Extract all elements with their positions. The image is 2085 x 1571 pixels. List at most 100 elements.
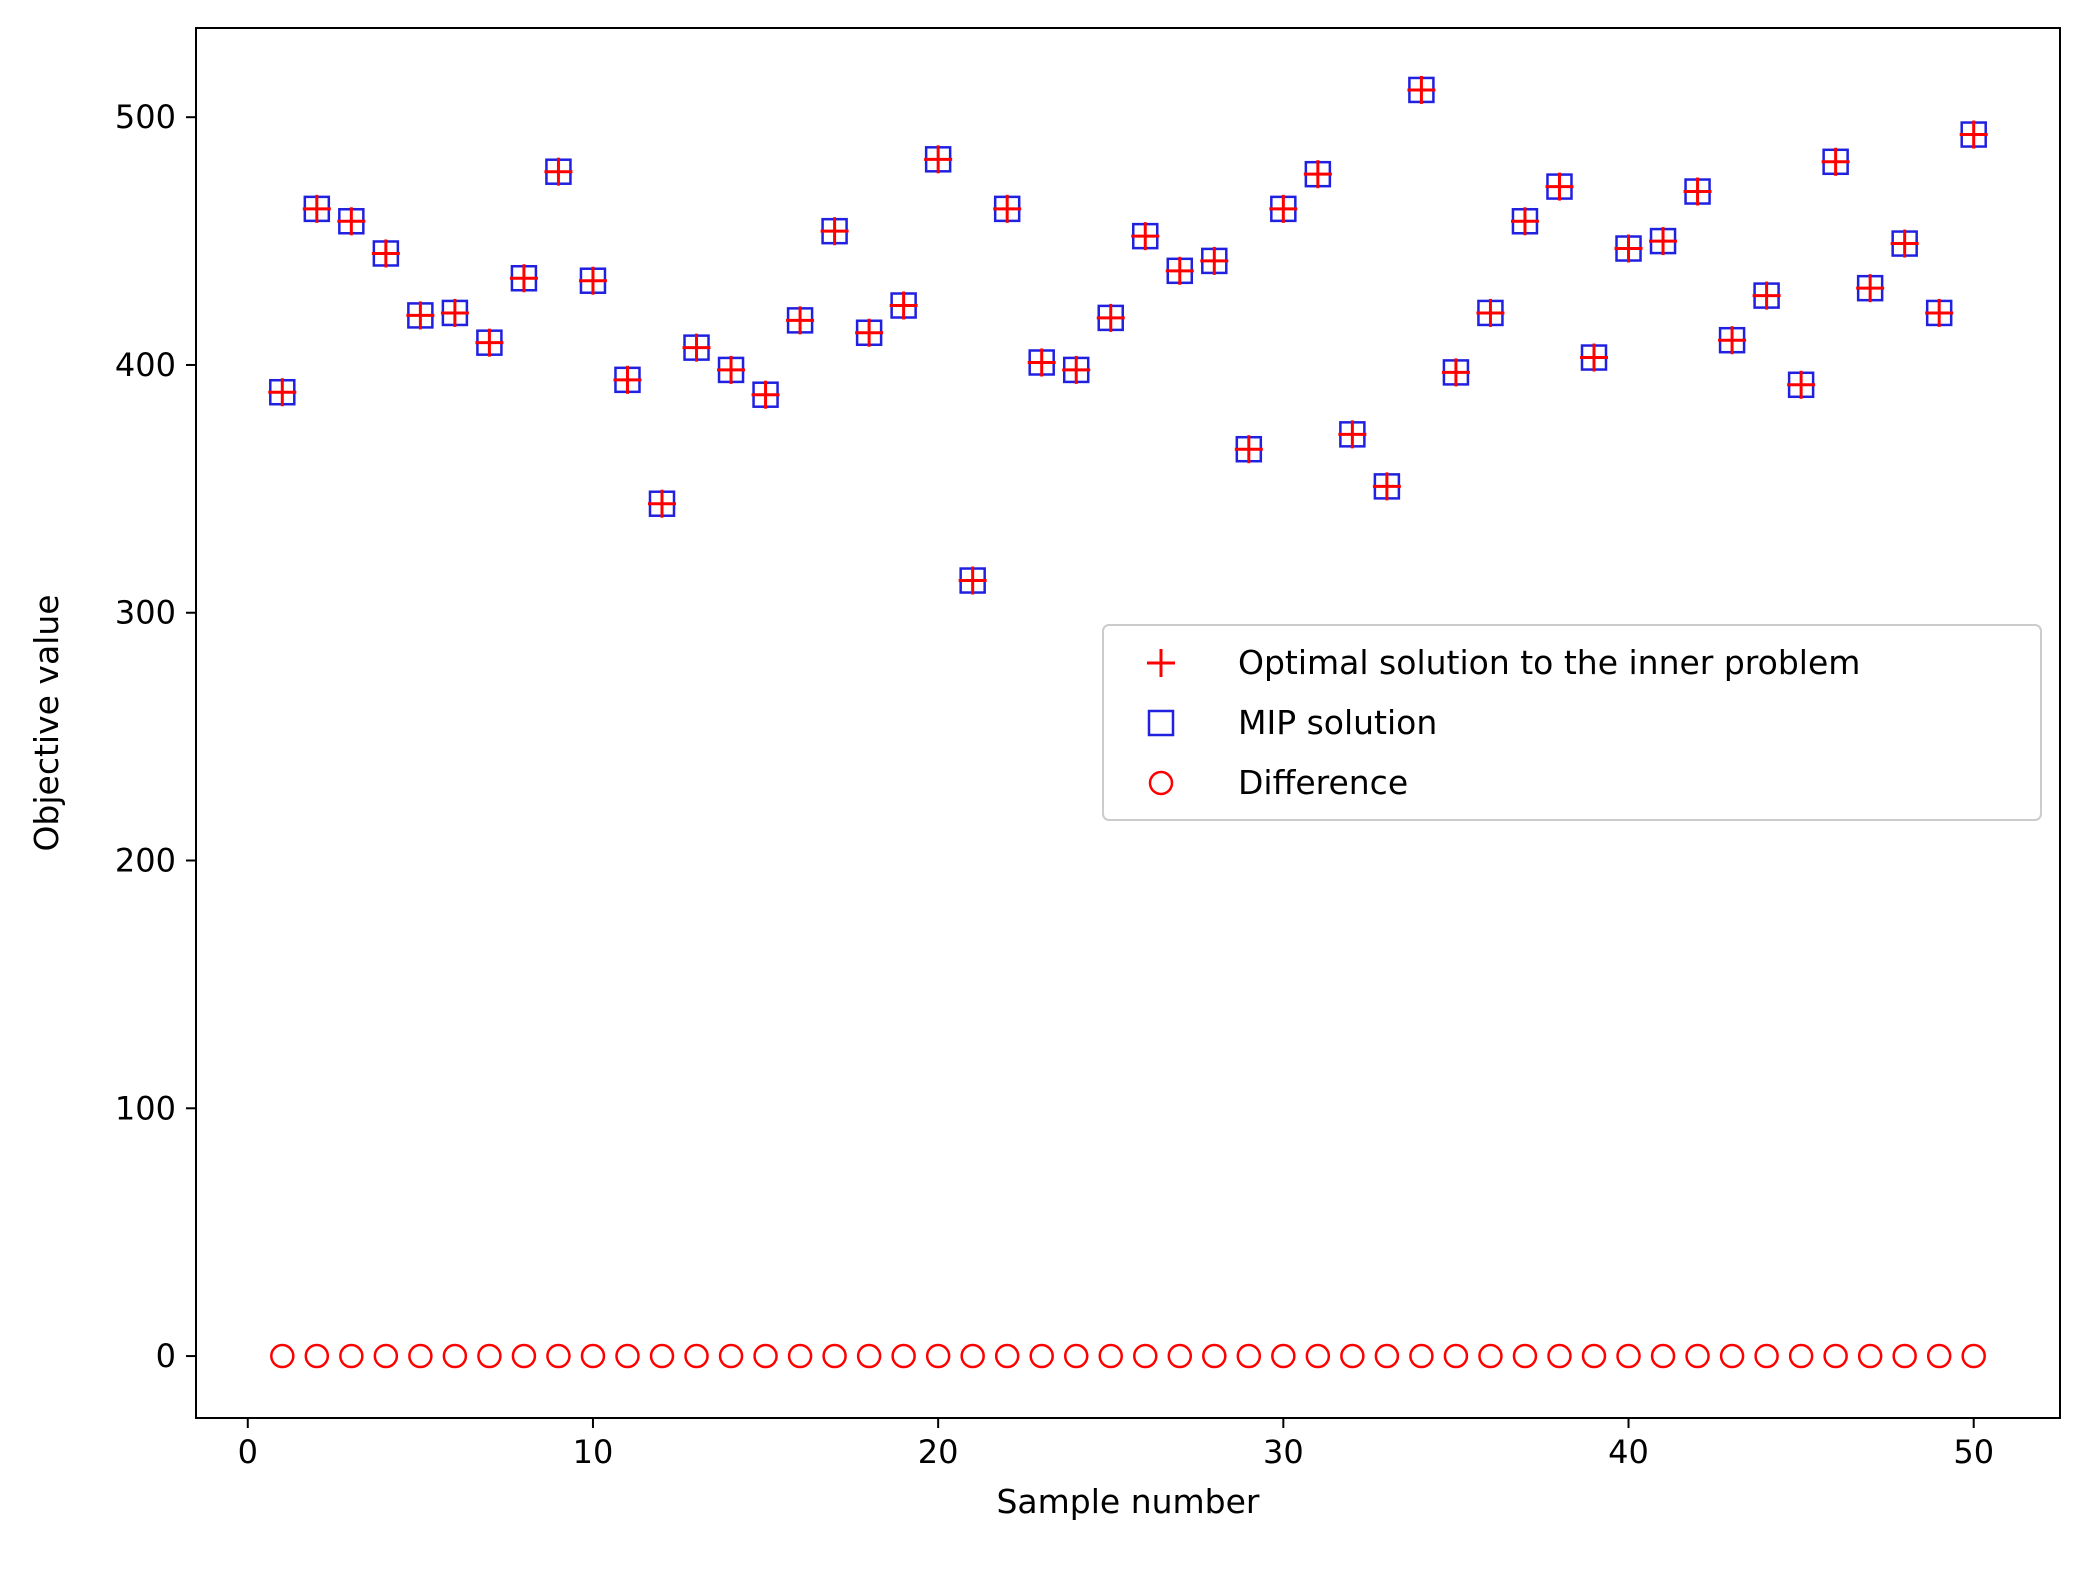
data-point-plus <box>1096 303 1125 332</box>
data-point-plus <box>578 266 607 295</box>
legend-item: MIP solution <box>1147 703 1437 742</box>
legend-marker-circle <box>1148 770 1174 796</box>
y-tick-label: 200 <box>115 842 176 880</box>
data-point-plus <box>1545 172 1574 201</box>
y-axis: 0 100 200 300 400 500 <box>115 98 196 1375</box>
data-point-plus <box>1510 207 1539 236</box>
series-plus <box>268 75 1988 595</box>
data-point-circle <box>994 1343 1020 1369</box>
data-point-circle <box>718 1343 744 1369</box>
data-point-plus <box>1787 370 1816 399</box>
data-point-plus <box>1718 326 1747 355</box>
data-point-circle <box>339 1343 364 1369</box>
data-point-circle <box>1857 1343 1883 1369</box>
data-point-plus <box>509 264 538 293</box>
legend: Optimal solution to the inner problem MIP… <box>1102 624 2042 821</box>
data-point-plus <box>993 194 1022 223</box>
data-point-circle <box>787 1343 813 1369</box>
data-point-circle <box>304 1343 330 1369</box>
data-point-circle <box>1236 1343 1262 1369</box>
x-tick-label: 30 <box>1263 1433 1304 1471</box>
data-point-circle <box>408 1343 433 1369</box>
y-axis-label: Objective value <box>27 594 66 851</box>
data-point-plus <box>544 157 573 186</box>
data-point-plus <box>1027 348 1056 377</box>
data-point-plus <box>302 194 331 223</box>
data-point-plus <box>717 355 746 384</box>
data-point-circle <box>373 1343 399 1369</box>
data-point-circle <box>649 1343 675 1369</box>
data-point-circle <box>1788 1343 1814 1369</box>
data-point-plus <box>1649 227 1678 256</box>
data-point-plus <box>475 328 504 357</box>
legend-item: Optimal solution to the inner problem <box>1147 643 1860 682</box>
data-point-plus <box>1269 194 1298 223</box>
data-point-circle <box>1719 1343 1745 1369</box>
data-point-circle <box>546 1343 571 1369</box>
data-point-circle <box>1616 1343 1641 1369</box>
data-point-plus <box>1890 229 1919 258</box>
data-point-circle <box>477 1343 502 1369</box>
data-point-plus <box>1752 281 1781 310</box>
legend-marker-plus <box>1147 649 1175 677</box>
data-point-circle <box>615 1343 640 1369</box>
data-point-plus <box>1372 472 1401 501</box>
data-point-plus <box>682 333 711 362</box>
data-point-circle <box>270 1343 295 1369</box>
data-point-circle <box>442 1343 468 1369</box>
data-point-circle <box>1650 1343 1676 1369</box>
y-tick-label: 500 <box>115 98 176 136</box>
data-point-circle <box>684 1343 709 1369</box>
plot-frame <box>195 27 2061 1419</box>
data-point-plus <box>1580 343 1608 372</box>
data-point-plus <box>613 365 642 394</box>
data-point-circle <box>891 1343 916 1369</box>
data-point-plus <box>1821 147 1850 176</box>
y-tick-label: 400 <box>115 346 176 384</box>
legend-label: Difference <box>1238 763 1408 802</box>
data-point-circle <box>1409 1343 1434 1369</box>
data-point-plus <box>1062 355 1091 384</box>
data-point-plus <box>337 207 366 236</box>
x-tick-label: 0 <box>238 1433 258 1471</box>
data-point-plus <box>1683 177 1712 206</box>
data-point-circle <box>1271 1343 1296 1369</box>
data-point-plus <box>1303 160 1332 189</box>
legend-item: Difference <box>1148 763 1408 802</box>
data-point-circle <box>1581 1343 1607 1369</box>
data-point-plus <box>1131 222 1160 251</box>
data-point-plus <box>371 239 400 268</box>
data-point-plus <box>1165 256 1194 285</box>
data-point-plus <box>958 566 987 595</box>
legend-box <box>1102 624 2042 821</box>
data-point-circle <box>1098 1343 1123 1369</box>
legend-label: Optimal solution to the inner problem <box>1238 643 1860 682</box>
data-point-circle <box>1305 1343 1331 1369</box>
data-point-plus <box>855 318 884 347</box>
x-tick-label: 50 <box>1953 1433 1994 1471</box>
data-point-circle <box>1167 1343 1193 1369</box>
data-point-plus <box>786 306 815 335</box>
data-point-circle <box>1063 1343 1089 1369</box>
x-axis-label: Sample number <box>996 1482 1259 1521</box>
data-point-circle <box>1754 1343 1779 1369</box>
data-point-plus <box>1925 298 1954 327</box>
data-point-plus <box>648 489 676 518</box>
data-point-plus <box>268 378 297 407</box>
data-point-plus <box>1476 298 1505 327</box>
data-point-circle <box>580 1343 606 1369</box>
data-point-circle <box>822 1343 847 1369</box>
data-point-plus <box>1338 420 1367 449</box>
data-point-plus <box>1441 358 1470 387</box>
data-point-circle <box>1685 1343 1710 1369</box>
data-point-plus <box>889 291 918 320</box>
series-circle <box>270 1343 1986 1369</box>
x-tick-label: 20 <box>918 1433 959 1471</box>
data-point-circle <box>960 1343 985 1369</box>
data-point-plus <box>1200 246 1229 275</box>
data-point-circle <box>856 1343 882 1369</box>
y-tick-label: 300 <box>115 594 176 632</box>
data-point-plus <box>924 145 953 174</box>
plot-area <box>268 75 1988 1369</box>
x-tick-label: 40 <box>1608 1433 1649 1471</box>
